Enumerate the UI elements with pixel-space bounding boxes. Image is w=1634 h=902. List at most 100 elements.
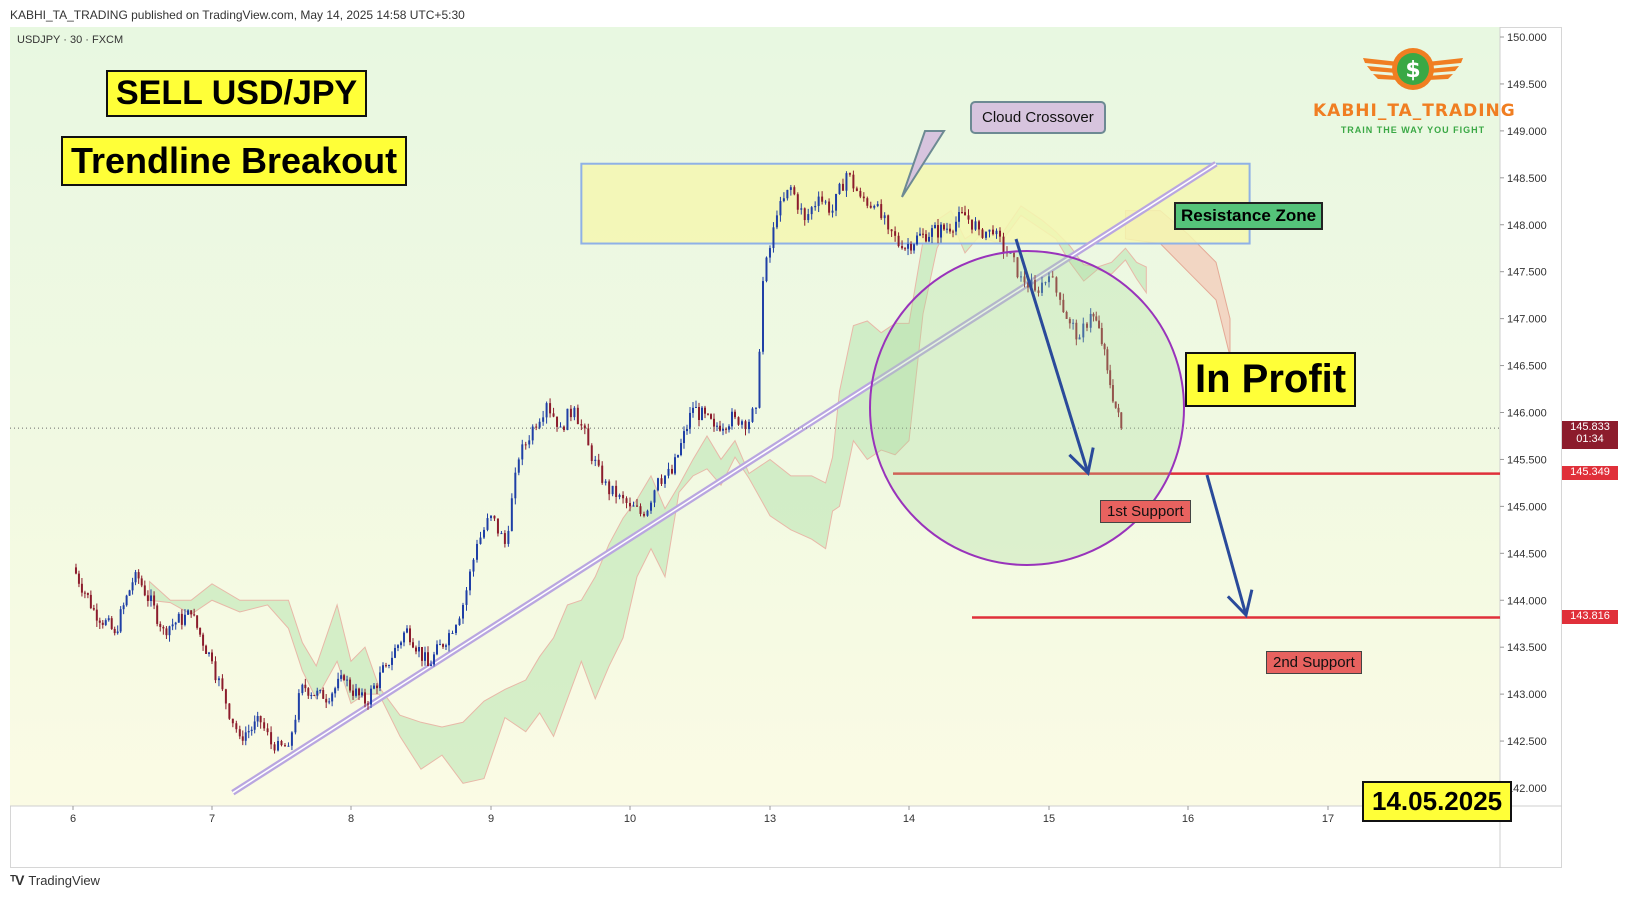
- candle-body: [524, 444, 527, 446]
- candle-body: [1041, 282, 1043, 293]
- candle-body: [382, 665, 384, 673]
- arrow-to-support-1: [1014, 238, 1090, 474]
- y-tick-label: 148.500: [1507, 173, 1547, 185]
- candle-body: [149, 595, 152, 602]
- candle-body: [751, 408, 754, 422]
- candle-body: [1095, 316, 1098, 321]
- candle-body: [131, 582, 134, 591]
- y-tick-label: 146.500: [1507, 361, 1547, 373]
- candle-body: [247, 731, 250, 733]
- candle-body: [1048, 276, 1050, 283]
- candle-body: [165, 628, 168, 636]
- candle-body: [937, 225, 939, 238]
- candle-body: [146, 595, 149, 602]
- tradingview-logo-icon[interactable]: ᵀV: [10, 872, 24, 888]
- candle-body: [772, 227, 775, 249]
- candle-body: [559, 426, 562, 428]
- candle-body: [943, 224, 945, 230]
- candle-body: [514, 472, 517, 499]
- candle-body: [869, 205, 872, 208]
- candle-body: [86, 593, 89, 595]
- candle-body: [748, 421, 750, 430]
- price-axis: 150.000 149.500 149.000 148.500 148.000 147.5…: [1500, 32, 1547, 795]
- title-sell-usdjpy: SELL USD/JPY: [106, 70, 368, 117]
- candle-body: [177, 613, 180, 623]
- price-chart[interactable]: 150.000 149.500 149.000 148.500 148.000 147.5…: [10, 27, 1562, 868]
- candle-body: [476, 543, 478, 560]
- candle-body: [1044, 282, 1047, 284]
- candle-body: [439, 644, 441, 646]
- title-trendline-breakout: Trendline Breakout: [61, 136, 408, 186]
- candle-body: [376, 685, 378, 689]
- candle-body: [490, 515, 492, 519]
- candle-body: [674, 457, 676, 474]
- candle-body: [134, 572, 137, 583]
- candle-body: [101, 622, 104, 625]
- candle-body: [762, 281, 764, 352]
- candle-body: [594, 459, 597, 461]
- candle-body: [782, 198, 785, 202]
- candle-body: [848, 173, 851, 175]
- candle-body: [583, 425, 586, 429]
- candle-body: [845, 173, 848, 191]
- candle-body: [388, 664, 390, 666]
- candle-body: [786, 189, 789, 199]
- candle-body: [424, 652, 426, 661]
- candle-body: [294, 719, 297, 733]
- candle-body: [971, 219, 973, 230]
- candle-body: [528, 440, 531, 445]
- candle-body: [397, 645, 399, 648]
- x-tick-label: 7: [209, 813, 215, 825]
- candle-body: [841, 183, 844, 191]
- y-tick-label: 149.000: [1507, 126, 1547, 138]
- candle-body: [590, 445, 593, 461]
- candle-body: [967, 215, 970, 220]
- candle-body: [597, 459, 600, 466]
- candle-body: [328, 701, 331, 703]
- x-tick-label: 8: [348, 813, 354, 825]
- candle-body: [955, 221, 957, 232]
- footer-brand[interactable]: TradingView: [28, 872, 100, 888]
- y-tick-label: 149.500: [1507, 79, 1547, 91]
- candle-body: [562, 426, 565, 431]
- candle-body: [445, 645, 447, 647]
- y-tick-label: 147.000: [1507, 314, 1547, 326]
- candle-body: [988, 229, 991, 232]
- second-support-label: 2nd Support: [1266, 651, 1362, 674]
- x-tick-label: 16: [1182, 813, 1194, 825]
- candle-body: [228, 703, 231, 719]
- candle-body: [250, 729, 253, 732]
- candle-body: [479, 537, 482, 544]
- candle-body: [199, 627, 202, 635]
- candle-body: [409, 628, 411, 643]
- candle-body: [358, 688, 361, 696]
- candle-body: [928, 236, 930, 242]
- candle-body: [283, 745, 286, 747]
- candle-body: [538, 421, 541, 428]
- candle-body: [307, 688, 310, 696]
- candle-body: [1109, 370, 1112, 386]
- candle-body: [343, 675, 346, 681]
- candle-body: [1117, 407, 1120, 413]
- candle-body: [866, 198, 869, 206]
- candle-body: [985, 231, 987, 238]
- candle-body: [1027, 282, 1029, 288]
- candle-body: [325, 698, 328, 703]
- candle-body: [238, 729, 241, 737]
- candle-body: [636, 505, 638, 507]
- candle-body: [521, 444, 524, 460]
- candle-body: [280, 740, 283, 746]
- candle-body: [364, 692, 366, 704]
- candle-body: [266, 728, 269, 733]
- candle-body: [894, 231, 897, 236]
- candle-body: [319, 690, 322, 692]
- candle-body: [667, 468, 670, 476]
- candle-body: [671, 468, 673, 474]
- candle-body: [800, 208, 803, 210]
- candle-body: [430, 664, 432, 666]
- candle-body: [660, 478, 663, 484]
- candle-body: [1092, 313, 1095, 317]
- candle-body: [211, 652, 213, 662]
- candle-body: [1103, 344, 1106, 350]
- candle-body: [890, 229, 893, 232]
